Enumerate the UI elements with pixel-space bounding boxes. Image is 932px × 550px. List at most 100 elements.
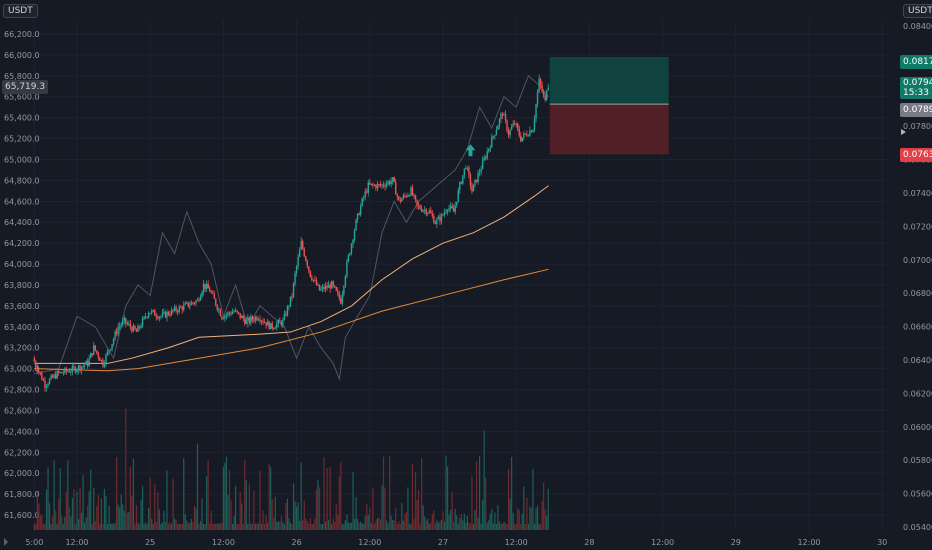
- volume-bar: [35, 523, 37, 530]
- volume-bar: [103, 488, 106, 530]
- candle-body: [91, 353, 93, 355]
- candle-body: [495, 130, 498, 135]
- volume-bar: [338, 476, 340, 530]
- left-axis-tick-label: 64,000.0: [4, 260, 40, 269]
- volume-bar: [241, 503, 243, 530]
- candle-body: [250, 316, 252, 323]
- volume-bar: [134, 523, 136, 530]
- volume-bar: [360, 521, 362, 530]
- candle-body: [320, 288, 322, 291]
- candle-body: [273, 328, 275, 330]
- right-take-profit-tag: 0.08174: [900, 55, 932, 69]
- candle-body: [547, 87, 549, 91]
- candle-body: [215, 298, 217, 306]
- candle-body: [239, 313, 241, 318]
- volume-bar: [469, 523, 472, 530]
- candle-body: [520, 135, 522, 142]
- candle-body: [212, 292, 214, 294]
- candle-body: [509, 129, 511, 136]
- candle-body: [506, 120, 508, 131]
- volume-bar: [271, 499, 273, 530]
- volume-bar: [52, 516, 54, 530]
- volume-bar: [357, 519, 359, 530]
- volume-bar: [335, 504, 337, 530]
- candle-body: [398, 196, 400, 200]
- candle-body: [497, 125, 499, 131]
- candle-body: [231, 312, 234, 315]
- candlesticks: [33, 74, 549, 392]
- candle-body: [176, 311, 179, 313]
- left-axis-tick-label: 66,000.0: [4, 51, 40, 60]
- candle-body: [414, 195, 417, 200]
- volume-bar: [387, 523, 389, 530]
- volume-bar: [367, 515, 369, 530]
- volume-bar: [102, 523, 104, 530]
- candle-body: [463, 168, 466, 176]
- candle-body: [93, 345, 95, 355]
- candle-body: [140, 326, 142, 328]
- volume-bar: [475, 461, 478, 530]
- candle-body: [219, 309, 222, 317]
- volume-bar: [126, 512, 128, 530]
- candle-body: [297, 257, 299, 267]
- volume-bar: [361, 523, 363, 530]
- volume-bar: [430, 522, 432, 530]
- volume-bar: [45, 489, 48, 530]
- right-unit-button[interactable]: USDT: [903, 4, 932, 18]
- volume-bar: [314, 518, 316, 530]
- left-unit-button[interactable]: USDT: [3, 4, 38, 18]
- candle-body: [186, 302, 188, 304]
- volume-bar: [515, 523, 517, 530]
- candle-body: [302, 241, 304, 249]
- candle-body: [326, 285, 328, 288]
- candle-body: [378, 184, 380, 186]
- volume-bar: [61, 516, 63, 530]
- candle-body: [45, 385, 48, 388]
- volume-bar: [125, 408, 127, 530]
- candle-body: [443, 212, 446, 215]
- candle-body: [305, 256, 307, 261]
- candle-body: [379, 184, 382, 186]
- candle-body: [417, 205, 420, 207]
- volume-bar: [279, 522, 281, 530]
- volume-bar: [251, 523, 253, 530]
- volume-bar: [105, 496, 107, 530]
- scroll-marker-icon: [901, 129, 906, 135]
- left-axis-tick-label: 65,800.0: [4, 72, 40, 81]
- candle-body: [500, 114, 502, 119]
- volume-bar: [303, 500, 305, 530]
- volume-bar: [311, 523, 313, 530]
- candle-body: [138, 326, 141, 328]
- candle-body: [512, 123, 514, 127]
- candle-body: [236, 310, 238, 313]
- candle-body: [356, 213, 359, 220]
- volume-bar: [128, 512, 130, 530]
- volume-bar: [114, 522, 116, 530]
- candle-body: [289, 296, 292, 306]
- candle-body: [187, 302, 190, 307]
- volume-bar: [67, 460, 69, 530]
- candle-body: [460, 182, 462, 184]
- volume-bar: [375, 520, 377, 530]
- candle-body: [538, 78, 540, 93]
- candle-body: [410, 187, 412, 196]
- volume-bar: [242, 523, 244, 530]
- volume-bar: [340, 461, 342, 530]
- candle-body: [213, 293, 215, 299]
- candle-body: [68, 371, 71, 373]
- candle-body: [271, 323, 273, 329]
- volume-bar: [146, 523, 148, 530]
- volume-bar: [267, 522, 269, 530]
- candle-body: [361, 198, 363, 206]
- volume-bar: [195, 508, 197, 530]
- candle-body: [280, 321, 283, 325]
- left-axis-tick-label: 62,200.0: [4, 448, 40, 457]
- volume-bar: [257, 523, 260, 530]
- candle-body: [295, 266, 298, 274]
- volume-bar: [460, 514, 462, 530]
- volume-bar: [90, 469, 92, 530]
- left-axis-tick-label: 65,600.0: [4, 93, 40, 102]
- volume-bar: [210, 511, 212, 530]
